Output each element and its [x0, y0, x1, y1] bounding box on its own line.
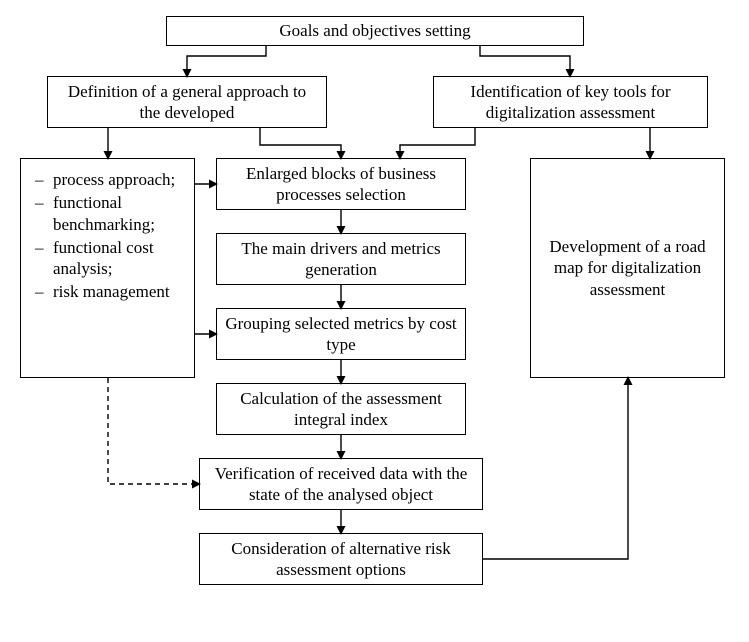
approaches-item-label: risk management: [53, 282, 170, 301]
node-consideration-label: Consideration of alternative risk assess…: [208, 538, 474, 581]
edge: [483, 378, 628, 559]
edge: [187, 46, 266, 76]
node-grouping: Grouping selected metrics by cost type: [216, 308, 466, 360]
node-definition: Definition of a general approach to the …: [47, 76, 327, 128]
node-roadmap: Development of a road map for digitaliza…: [530, 158, 725, 378]
edge: [400, 128, 475, 158]
node-identification-label: Identification of key tools for digitali…: [442, 81, 699, 124]
approaches-item-label: functional cost analysis;: [53, 238, 154, 278]
node-identification: Identification of key tools for digitali…: [433, 76, 708, 128]
node-definition-label: Definition of a general approach to the …: [56, 81, 318, 124]
node-grouping-label: Grouping selected metrics by cost type: [225, 313, 457, 356]
approaches-item: risk management: [35, 281, 184, 302]
node-consideration: Consideration of alternative risk assess…: [199, 533, 483, 585]
approaches-item-label: functional benchmarking;: [53, 193, 155, 233]
node-roadmap-label: Development of a road map for digitaliza…: [539, 236, 716, 300]
edge: [260, 128, 341, 158]
approaches-item: functional cost analysis;: [35, 237, 184, 280]
approaches-item: process approach;: [35, 169, 184, 190]
edge: [108, 378, 199, 484]
approaches-item: functional benchmarking;: [35, 192, 184, 235]
node-drivers: The main drivers and metrics generation: [216, 233, 466, 285]
node-goals: Goals and objectives setting: [166, 16, 584, 46]
node-enlarged: Enlarged blocks of business processes se…: [216, 158, 466, 210]
node-verification: Verification of received data with the s…: [199, 458, 483, 510]
node-verification-label: Verification of received data with the s…: [208, 463, 474, 506]
node-enlarged-label: Enlarged blocks of business processes se…: [225, 163, 457, 206]
flowchart-canvas: Goals and objectives setting Definition …: [0, 0, 749, 642]
approaches-item-label: process approach;: [53, 170, 175, 189]
edge: [480, 46, 570, 76]
node-drivers-label: The main drivers and metrics generation: [225, 238, 457, 281]
node-calculation-label: Calculation of the assessment integral i…: [225, 388, 457, 431]
node-calculation: Calculation of the assessment integral i…: [216, 383, 466, 435]
node-approaches: process approach; functional benchmarkin…: [20, 158, 195, 378]
approaches-list: process approach; functional benchmarkin…: [35, 169, 184, 305]
node-goals-label: Goals and objectives setting: [279, 20, 470, 41]
